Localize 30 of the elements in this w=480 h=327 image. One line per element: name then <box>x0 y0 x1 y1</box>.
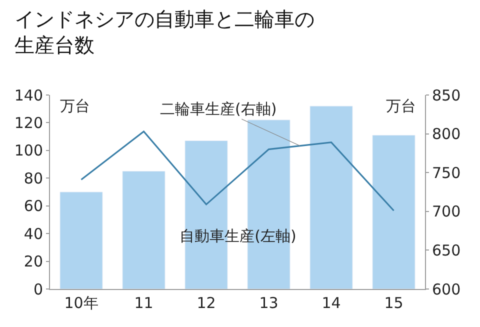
series-label: 二輪車生産(右軸) <box>160 100 277 118</box>
y-tick-label: 0 <box>33 280 43 298</box>
bar <box>310 106 353 289</box>
y-tick-label: 20 <box>24 252 43 271</box>
x-tick-label: 14 <box>322 294 341 312</box>
y-tick-label: 60 <box>24 197 43 216</box>
y-tick-label: 40 <box>24 224 43 243</box>
y-tick-label: 80 <box>24 169 43 188</box>
chart-title: インドネシアの自動車と二輪車の生産台数 <box>14 7 314 58</box>
y2-tick-label: 700 <box>432 202 461 221</box>
y-tick-label: 100 <box>14 142 43 160</box>
y2-axis-title: 万台 <box>386 97 416 115</box>
y2-tick-label: 650 <box>432 241 461 260</box>
bar <box>122 170 166 289</box>
bar <box>372 134 416 289</box>
series-label: 自動車生産(左軸) <box>180 227 296 245</box>
x-tick-label: 15 <box>384 294 404 312</box>
x-tick-label: 12 <box>196 294 216 312</box>
y2-tick-label: 600 <box>432 280 461 298</box>
y2-tick-label: 750 <box>432 164 461 182</box>
x-tick-label: 11 <box>134 294 154 312</box>
y-axis-title: 万台 <box>60 97 90 115</box>
x-tick-label: 13 <box>259 294 278 312</box>
y2-tick-label: 850 <box>432 86 461 104</box>
line-series <box>80 130 395 212</box>
x-tick-label: 10年 <box>64 294 98 312</box>
bar <box>60 192 103 289</box>
y-tick-label: 120 <box>14 114 43 132</box>
y2-tick-label: 800 <box>432 125 461 144</box>
y-tick-label: 140 <box>14 86 43 104</box>
